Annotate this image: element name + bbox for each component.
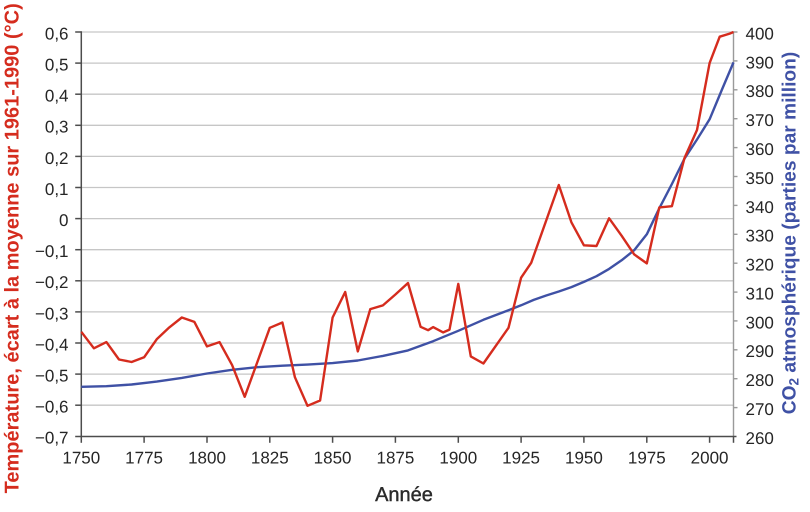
svg-text:Année: Année xyxy=(375,484,433,506)
svg-text:350: 350 xyxy=(746,169,774,188)
svg-text:360: 360 xyxy=(746,140,774,159)
svg-text:1900: 1900 xyxy=(439,449,477,468)
svg-text:−0,1: −0,1 xyxy=(35,242,69,261)
svg-text:−0,5: −0,5 xyxy=(35,367,69,386)
svg-text:Température, écart à la moyenn: Température, écart à la moyenne sur 1961… xyxy=(1,3,23,493)
svg-text:1875: 1875 xyxy=(376,449,414,468)
svg-text:−0,3: −0,3 xyxy=(35,304,69,323)
svg-text:0,5: 0,5 xyxy=(45,56,69,75)
svg-text:380: 380 xyxy=(746,82,774,101)
svg-text:0,2: 0,2 xyxy=(45,149,69,168)
svg-text:290: 290 xyxy=(746,342,774,361)
svg-text:2000: 2000 xyxy=(691,449,729,468)
svg-text:370: 370 xyxy=(746,111,774,130)
svg-text:300: 300 xyxy=(746,313,774,332)
svg-text:340: 340 xyxy=(746,198,774,217)
svg-text:1750: 1750 xyxy=(62,449,100,468)
svg-text:−0,4: −0,4 xyxy=(35,335,69,354)
svg-text:270: 270 xyxy=(746,400,774,419)
svg-text:1925: 1925 xyxy=(502,449,540,468)
svg-text:1975: 1975 xyxy=(628,449,666,468)
svg-text:260: 260 xyxy=(746,429,774,448)
svg-text:1950: 1950 xyxy=(565,449,603,468)
svg-text:1850: 1850 xyxy=(314,449,352,468)
svg-text:320: 320 xyxy=(746,256,774,275)
svg-text:0,1: 0,1 xyxy=(45,180,69,199)
svg-text:0,3: 0,3 xyxy=(45,118,69,137)
svg-text:CO2 atmosphérique (parties par: CO2 atmosphérique (parties par million) xyxy=(780,52,801,415)
svg-text:1775: 1775 xyxy=(125,449,163,468)
svg-text:310: 310 xyxy=(746,285,774,304)
svg-text:−0,6: −0,6 xyxy=(35,398,69,417)
svg-text:0: 0 xyxy=(59,211,68,230)
svg-text:0,4: 0,4 xyxy=(45,87,69,106)
svg-text:400: 400 xyxy=(746,24,774,43)
svg-text:1800: 1800 xyxy=(188,449,226,468)
svg-text:−0,2: −0,2 xyxy=(35,273,69,292)
svg-text:390: 390 xyxy=(746,53,774,72)
svg-text:1825: 1825 xyxy=(251,449,289,468)
svg-text:280: 280 xyxy=(746,371,774,390)
svg-text:−0,7: −0,7 xyxy=(35,429,69,448)
svg-text:330: 330 xyxy=(746,227,774,246)
svg-text:0,6: 0,6 xyxy=(45,24,69,43)
